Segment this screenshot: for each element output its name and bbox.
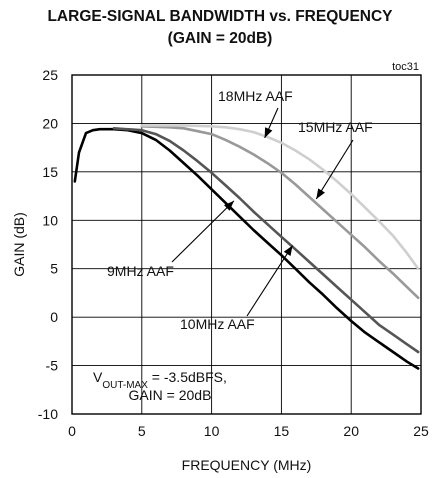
annotation-arrowhead-4 [283,245,293,257]
y-tick-label: -5 [46,358,59,374]
x-tick-label: 10 [204,423,220,439]
annotation-arrow-2 [315,139,354,200]
condition-note-gain: GAIN = 20dB [129,387,212,403]
x-axis-label: FREQUENCY (MHz) [182,457,312,473]
series-line-1 [73,127,420,370]
annotation-label-4: 10MHz AAF [180,316,255,332]
x-tick-label: 5 [138,423,146,439]
y-tick-label: 10 [42,212,58,228]
x-tick-label: 25 [413,423,429,439]
condition-note-vout: VOUT-MAX = -3.5dBFS, [93,369,227,391]
y-axis-label: GAIN (dB) [11,212,27,277]
vout-subscript: OUT-MAX [102,380,148,391]
chart-title: LARGE-SIGNAL BANDWIDTH vs. FREQUENCY [47,8,393,25]
annotations: 18MHz AAF 15MHz AAF 9MHz AAF 10MHz AAF [107,88,373,332]
series-line-3 [140,125,420,300]
annotation-label-1: 18MHz AAF [218,88,293,104]
grid [72,75,421,414]
x-tick-label: 15 [274,423,290,439]
vout-prefix: V [93,369,103,385]
plot-frame [71,74,422,415]
annotation-arrow-3 [171,200,235,263]
annotation-label-2: 15MHz AAF [298,119,373,135]
ticks: 0 5 10 15 20 25 -10 -5 0 5 10 15 20 25 [38,67,429,439]
y-tick-label: 25 [42,67,58,83]
series-line-2 [112,127,420,354]
vout-value: = -3.5dBFS, [148,369,227,385]
y-tick-label: 0 [50,309,58,325]
y-tick-label: -10 [38,406,58,422]
series-line-4 [140,124,420,270]
series-group [73,124,420,370]
x-tick-label: 0 [68,423,76,439]
annotation-arrowhead-3 [224,200,234,211]
annotation-arrowhead-2 [316,188,325,199]
chart-subtitle: (GAIN = 20dB) [167,30,273,47]
annotation-arrowhead-1 [264,127,273,138]
y-tick-label: 5 [50,261,58,277]
figure-id: toc31 [392,61,419,73]
annotation-label-3: 9MHz AAF [107,263,174,279]
y-tick-label: 20 [42,115,58,131]
annotation-arrow-4 [246,245,294,317]
x-tick-label: 20 [343,423,359,439]
y-tick-label: 15 [42,164,58,180]
